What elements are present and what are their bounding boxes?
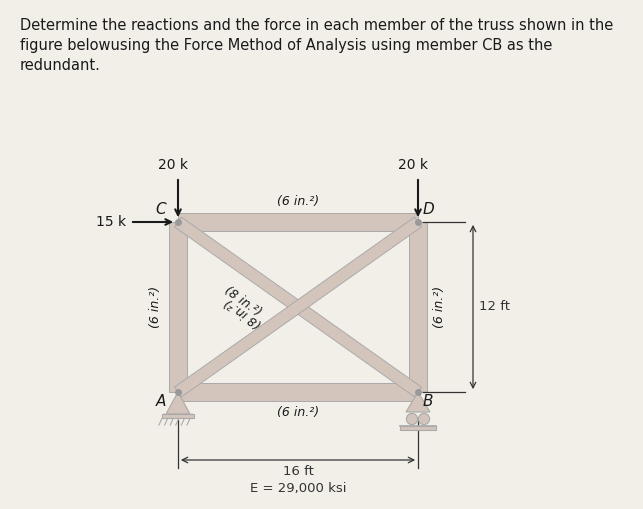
Text: figure below​using the Force Method of Analysis using member CB as the: figure below​using the Force Method of A… <box>20 38 552 53</box>
Polygon shape <box>406 392 430 412</box>
Bar <box>400 426 436 430</box>
Circle shape <box>406 413 417 425</box>
Polygon shape <box>178 213 418 231</box>
Text: 12 ft: 12 ft <box>479 300 510 314</box>
Text: (6 in.²): (6 in.²) <box>150 286 163 328</box>
Polygon shape <box>166 392 190 414</box>
Text: Determine the reactions and the force in each member of the truss shown in the: Determine the reactions and the force in… <box>20 18 613 33</box>
Circle shape <box>419 413 430 425</box>
Text: D: D <box>423 202 435 217</box>
Text: A: A <box>156 394 166 409</box>
Text: (8 in.²): (8 in.²) <box>222 295 264 329</box>
Text: 20 k: 20 k <box>398 158 428 172</box>
Text: (6 in.²): (6 in.²) <box>433 286 446 328</box>
Polygon shape <box>174 217 421 397</box>
Polygon shape <box>409 222 427 392</box>
Text: 20 k: 20 k <box>158 158 188 172</box>
Polygon shape <box>178 383 418 401</box>
Text: redundant.: redundant. <box>20 58 101 73</box>
Text: 16 ft: 16 ft <box>282 465 313 478</box>
Text: (8 in.²): (8 in.²) <box>222 285 264 320</box>
Polygon shape <box>169 222 187 392</box>
Polygon shape <box>174 217 421 397</box>
Text: E = 29,000 ksi: E = 29,000 ksi <box>249 482 346 495</box>
Bar <box>162 414 194 417</box>
Text: B: B <box>423 394 433 409</box>
Text: (6 in.²): (6 in.²) <box>277 195 319 208</box>
Text: C: C <box>156 202 166 217</box>
Text: (6 in.²): (6 in.²) <box>277 406 319 419</box>
Text: 15 k: 15 k <box>96 215 126 229</box>
